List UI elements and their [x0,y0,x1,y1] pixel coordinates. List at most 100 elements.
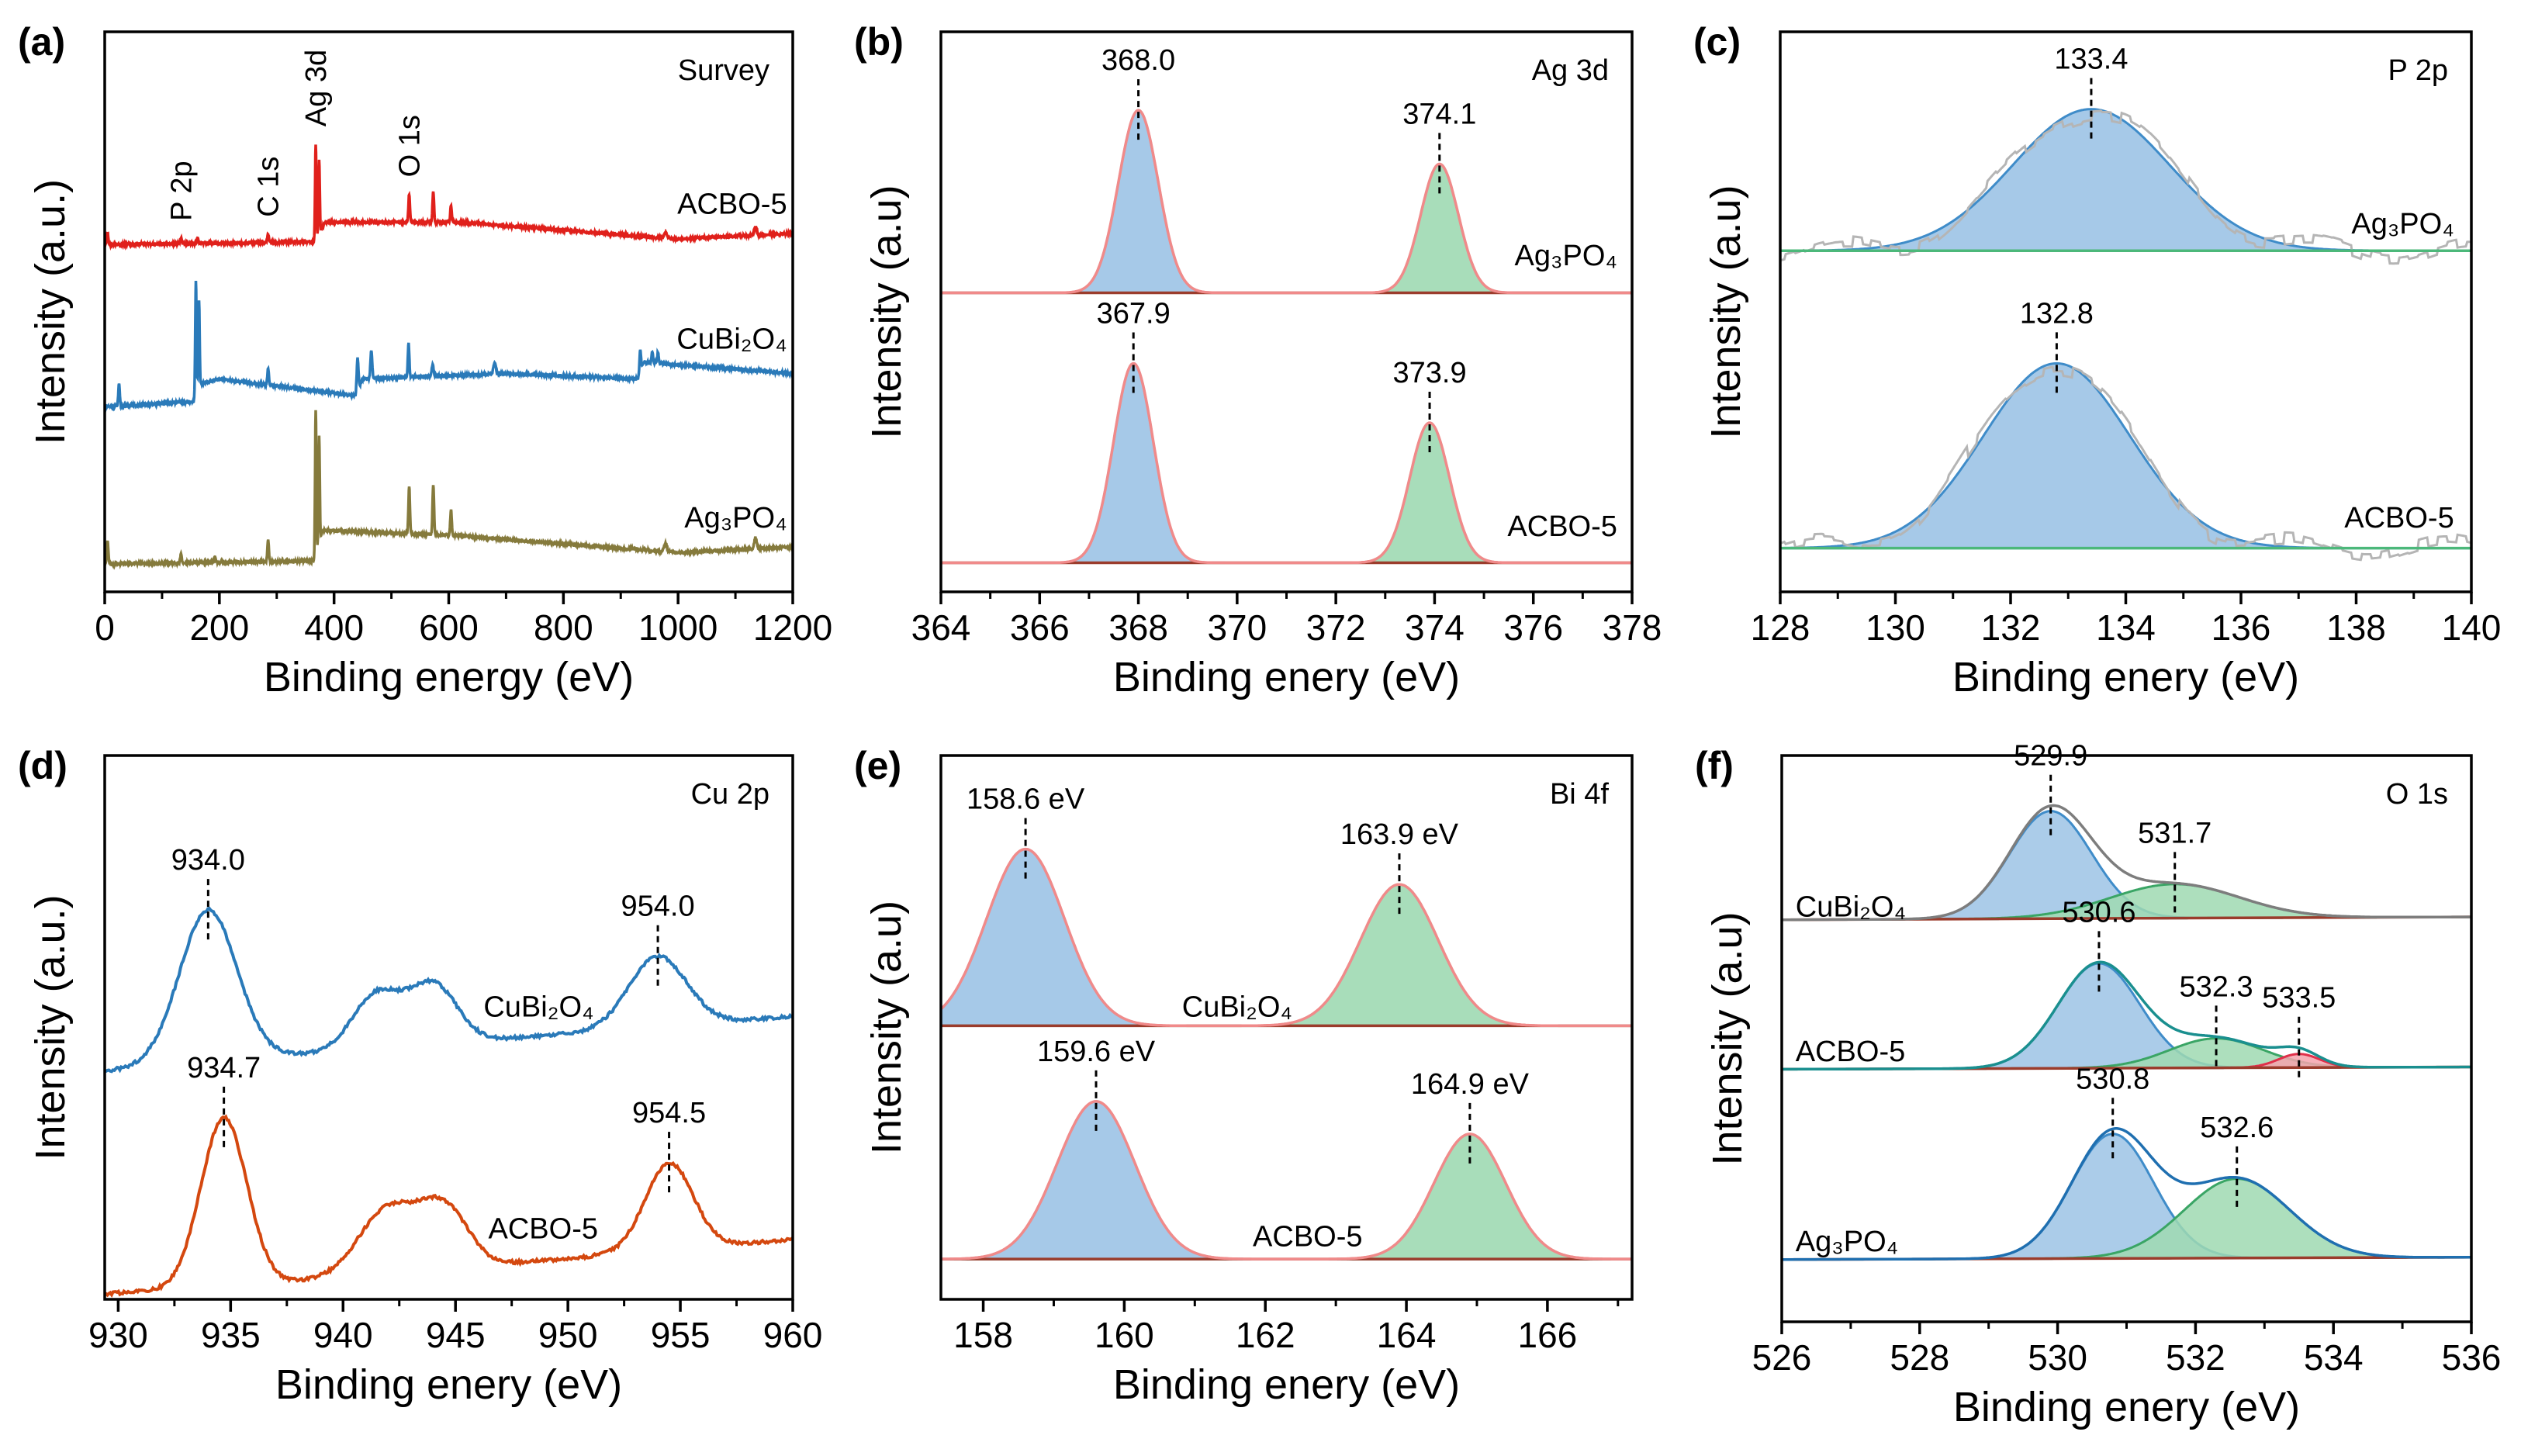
peak-position-label: 368.0 [1101,44,1175,77]
x-tick-label: 536 [2442,1337,2502,1378]
sample-label: ACBO-5 [1507,510,1617,543]
peak-assignment-label: P 2p [165,161,198,220]
peak-position-label: 163.9 eV [1340,818,1459,851]
plot-area [941,109,1632,565]
panel-title: O 1s [2386,778,2448,811]
x-tick-label: 134 [2096,607,2156,648]
axes-frame [939,30,1634,593]
x-axis-title: Binding enery (eV) [1113,654,1460,700]
fit-envelope [1782,1127,2471,1261]
fit-envelope [1782,804,2471,922]
x-tick-label: 374 [1405,607,1465,648]
panel-title: Cu 2p [691,778,769,811]
x-tick-label: 800 [534,607,593,648]
y-axis-title: Intensity (a.u.) [27,179,74,444]
peak-position-label: 164.9 eV [1411,1068,1530,1101]
raw-spectrum [1780,365,2471,562]
x-tick-label: 1200 [753,607,832,648]
axes-frame [939,754,1634,1301]
sample-label: Ag₃PO₄ [684,502,787,534]
y-axis-title: Intensity (a.u) [1704,911,1751,1165]
y-axis-title: Intensity (a.u.) [27,894,74,1160]
x-axis-title: Binding enery (eV) [275,1361,622,1408]
x-tick-label: 364 [911,607,971,648]
x-tick-label: 368 [1108,607,1168,648]
plot-area [1782,804,2471,1261]
x-tick-label: 400 [304,607,364,648]
x-tick-label: 534 [2304,1337,2364,1378]
x-tick-label: 160 [1095,1315,1154,1355]
peak-position-label: 367.9 [1097,297,1171,330]
x-tick-label: 950 [538,1315,598,1355]
fit-envelope [941,109,1632,295]
panel-label: (a) [18,20,65,64]
x-tick-label: 200 [189,607,249,648]
x-tick-label: 370 [1207,607,1267,648]
trace-1 [941,361,1632,565]
peak-assignment-label: C 1s [253,157,285,217]
trace-0 [105,906,793,1074]
x-tick-label: 132 [1981,607,2041,648]
x-tick-label: 935 [201,1315,261,1355]
axes-frame [103,754,794,1301]
x-tick-label: 960 [763,1315,823,1355]
raw-spectrum [1780,109,2471,265]
x-tick-label: 378 [1603,607,1662,648]
sample-label: CuBi₂O₄ [483,991,593,1023]
peak-component-green [941,162,1632,294]
x-tick-label: 166 [1518,1315,1578,1355]
sample-label: Ag₃PO₄ [2351,208,2454,240]
x-tick-label: 526 [1752,1337,1812,1378]
panel-label: (c) [1693,20,1741,64]
trace-2 [1782,1127,2471,1261]
trace-2 [105,410,793,570]
panel-b: Ag₃PO₄ ACBO-5 368.0 374.1 367.9 373.9 364 366 36… [854,20,1662,700]
peak-position-label: 954.0 [621,891,695,923]
sample-label: ACBO-5 [489,1212,598,1245]
sample-label: ACBO-5 [1796,1036,1905,1068]
trace-0 [1782,804,2471,922]
x-tick-label: 930 [88,1315,148,1355]
panel-d: CuBi₂O₄ ACBO-5 934.0 954.0 934.7 954.5 930 935 9… [18,744,822,1408]
panel-label: (f) [1695,744,1734,787]
panel-title: P 2p [2388,54,2448,87]
peak-position-label: 934.0 [171,844,245,877]
peak-position-label: 132.8 [2020,297,2094,330]
peak-position-label: 530.8 [2076,1063,2149,1095]
fit-envelope [941,847,1632,1028]
x-tick-label: 955 [651,1315,711,1355]
peak-position-label: 133.4 [2054,43,2128,76]
fit-envelope [941,1100,1632,1261]
sample-label: CuBi₂O₄ [1182,991,1292,1023]
peak-position-label: 158.6 eV [967,783,1085,816]
trace-0 [105,144,793,251]
sample-label: ACBO-5 [2344,502,2454,534]
panel-a: ACBO-5 CuBi₂O₄ Ag₃PO₄ P 2p C 1s Ag 3d O 1s 0 200… [18,20,832,700]
plot-area [941,847,1632,1261]
spectrum-line [105,144,793,251]
x-tick-label: 158 [953,1315,1013,1355]
x-tick-label: 528 [1890,1337,1949,1378]
spectrum-line [105,906,793,1074]
plot-area [105,906,793,1299]
x-tick-label: 1000 [638,607,718,648]
peak-position-label: 530.6 [2062,896,2135,929]
x-tick-label: 138 [2326,607,2386,648]
peak-position-label: 533.5 [2262,982,2336,1015]
sample-label: Ag₃PO₄ [1796,1226,1898,1258]
trace-1 [105,280,793,413]
x-tick-label: 130 [1866,607,1925,648]
sample-label: Ag₃PO₄ [1515,240,1617,272]
peak-position-label: 159.6 eV [1037,1036,1156,1068]
fit-envelope [941,361,1632,565]
x-tick-label: 372 [1306,607,1366,648]
x-axis-title: Binding enery (eV) [1952,654,2299,700]
sample-label: CuBi₂O₄ [676,323,787,356]
x-tick-label: 162 [1236,1315,1295,1355]
trace-1 [941,1100,1632,1261]
x-tick-label: 376 [1503,607,1563,648]
x-tick-label: 164 [1377,1315,1437,1355]
spectrum-line [105,410,793,570]
